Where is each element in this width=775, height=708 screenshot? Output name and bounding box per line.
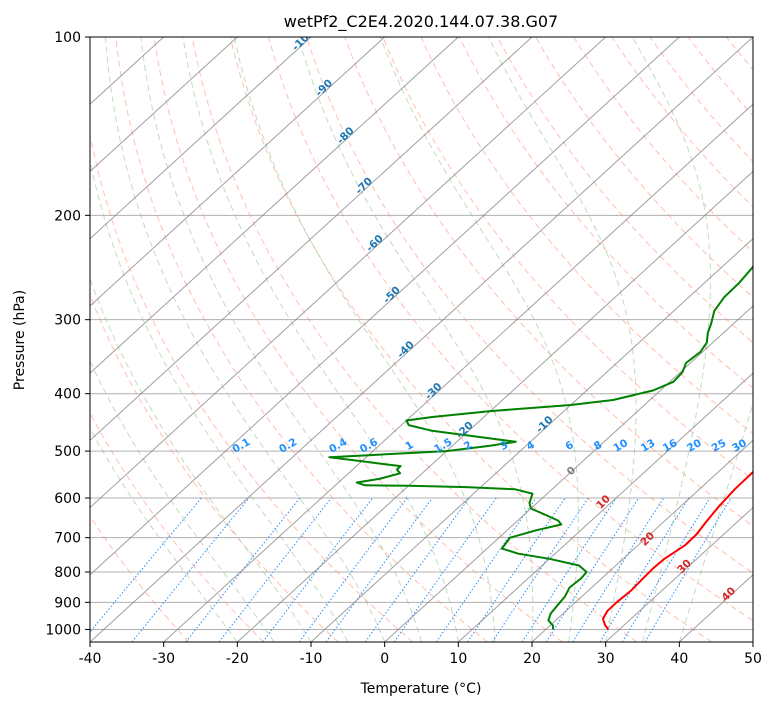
y-axis-ticks: 100 200 300 400 500 600 700 800 900 1000 [45, 30, 90, 638]
mixing-ratio-line [621, 497, 711, 642]
mixing-ratio-line [521, 497, 617, 642]
isotherm-line [90, 37, 386, 307]
mixing-ratio-line [599, 497, 690, 642]
y-tick-label: 500 [54, 444, 81, 460]
mixing-ratio-line [218, 497, 332, 642]
isotherm-line [90, 37, 238, 173]
moist-adiabat-line [488, 37, 637, 642]
isotherm-line [90, 37, 459, 374]
dry-adiabat-line [382, 37, 753, 481]
dry-adiabat-line [306, 37, 753, 574]
y-axis-label: Pressure (hPa) [12, 290, 28, 390]
isotherm-line [384, 305, 753, 642]
dry-adiabat-line [90, 412, 264, 642]
y-tick-label: 100 [54, 30, 81, 46]
x-tick-label: -30 [152, 651, 175, 667]
mixing-ratio-line [364, 497, 470, 642]
x-tick-label: 20 [523, 651, 541, 667]
y-tick-label: 200 [54, 208, 81, 224]
mixing-ratio-line [90, 497, 202, 633]
y-tick-label: 700 [54, 531, 81, 547]
mixing-ratio-line [185, 497, 301, 642]
dry-adiabat-line [229, 37, 712, 642]
dry-adiabat-line [268, 37, 753, 622]
x-tick-label: 0 [380, 651, 389, 667]
isotherm-line [90, 37, 312, 240]
mixing-ratio-line [262, 497, 373, 642]
moist-adiabat-line [90, 427, 238, 642]
y-tick-label: 800 [54, 565, 81, 581]
isotherm-line [90, 37, 607, 509]
moist-adiabat-line [105, 37, 386, 642]
isotherm-line [605, 506, 753, 642]
moist-adiabat-line [90, 158, 349, 642]
y-tick-label: 300 [54, 313, 81, 329]
moist-adiabat-line [297, 37, 534, 642]
x-tick-label: 50 [744, 651, 762, 667]
y-tick-label: 400 [54, 387, 81, 403]
plot-frame [89, 36, 754, 643]
x-tick-label: -20 [226, 651, 249, 667]
moist-adiabat-line [140, 37, 422, 642]
dry-adiabat-line [344, 37, 753, 527]
isotherm-line [90, 37, 680, 576]
x-tick-label: 10 [449, 651, 467, 667]
y-tick-label: 900 [54, 595, 81, 611]
dry-adiabat-line [496, 37, 753, 344]
dry-adiabat-line [573, 37, 753, 253]
mixing-ratio-line [572, 497, 665, 642]
y-tick-label: 1000 [45, 622, 81, 638]
mixing-ratio-line [325, 497, 433, 642]
moist-adiabat-line [233, 37, 496, 642]
dry-adiabat-line [420, 37, 753, 435]
dry-adiabat-line [153, 37, 563, 642]
isotherm-line [163, 103, 753, 642]
mixing-ratio-line [131, 497, 250, 642]
isotherm-line [236, 170, 753, 642]
x-tick-label: 30 [597, 651, 615, 667]
moist-adiabat-line [632, 37, 711, 642]
temperature-profile-line [601, 470, 753, 631]
moist-adiabat-line [678, 401, 753, 642]
x-tick-label: 40 [670, 651, 688, 667]
x-axis-label: Temperature (°C) [360, 681, 482, 697]
dry-adiabat-line [90, 131, 414, 642]
chart-title: wetPf2_C2E4.2020.144.07.38.G07 [284, 12, 558, 32]
dry-adiabat-line [115, 37, 488, 642]
moist-adiabat-line [380, 37, 579, 642]
isotherm-line [310, 237, 753, 642]
moist-adiabat-line [182, 37, 459, 642]
mixing-ratio-line [644, 497, 732, 642]
dewpoint-profile-line [328, 264, 753, 630]
isotherm-line [457, 372, 753, 642]
x-axis-ticks: -40 -30 -20 -10 0 10 20 30 40 50 [79, 642, 762, 667]
mixing-ratio-line [298, 497, 408, 642]
dry-adiabat-line [458, 37, 753, 389]
profile-series [328, 264, 753, 631]
mixing-ratio-line [491, 497, 589, 642]
isotherm-line [90, 37, 753, 642]
x-tick-label: -10 [300, 651, 323, 667]
y-tick-label: 600 [54, 491, 81, 507]
dry-adiabat-line [649, 37, 753, 163]
isotherm-line [531, 439, 753, 642]
mixing-ratio-label: 36 [751, 437, 770, 455]
moist-adiabat-line [90, 359, 275, 642]
isotherm-line [90, 37, 533, 442]
background-lines [90, 37, 753, 642]
x-tick-label: -40 [79, 651, 102, 667]
